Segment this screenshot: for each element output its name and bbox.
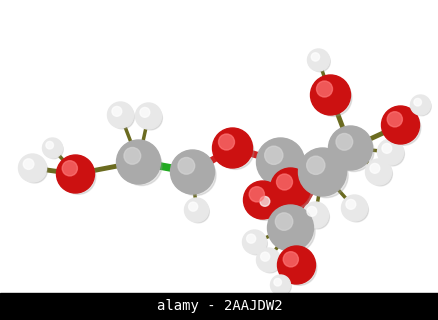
- Circle shape: [243, 181, 281, 219]
- Circle shape: [380, 142, 403, 166]
- Circle shape: [328, 126, 372, 170]
- Circle shape: [335, 133, 352, 150]
- Circle shape: [140, 108, 149, 117]
- Circle shape: [365, 159, 391, 185]
- Bar: [0, 293, 438, 320]
- Circle shape: [410, 95, 430, 115]
- Circle shape: [306, 156, 324, 174]
- Circle shape: [256, 248, 280, 272]
- Circle shape: [188, 202, 197, 211]
- Circle shape: [385, 110, 420, 145]
- Circle shape: [309, 52, 329, 72]
- Circle shape: [275, 213, 292, 230]
- Circle shape: [298, 148, 346, 196]
- Circle shape: [369, 164, 379, 173]
- Circle shape: [259, 196, 269, 206]
- Circle shape: [310, 75, 350, 115]
- Circle shape: [281, 250, 316, 285]
- Circle shape: [46, 141, 53, 149]
- Circle shape: [246, 234, 255, 243]
- Circle shape: [260, 252, 269, 261]
- Circle shape: [272, 210, 314, 252]
- Circle shape: [184, 198, 208, 222]
- Circle shape: [277, 246, 315, 284]
- Circle shape: [21, 157, 47, 183]
- Circle shape: [138, 106, 162, 130]
- Circle shape: [386, 112, 402, 127]
- Circle shape: [259, 251, 281, 273]
- Circle shape: [302, 202, 328, 228]
- Circle shape: [23, 159, 34, 169]
- Circle shape: [270, 275, 290, 295]
- Circle shape: [242, 230, 266, 254]
- Circle shape: [341, 195, 367, 221]
- Circle shape: [247, 185, 282, 220]
- Circle shape: [311, 53, 319, 61]
- Circle shape: [177, 157, 194, 174]
- Circle shape: [273, 278, 281, 286]
- Circle shape: [256, 138, 304, 186]
- Circle shape: [42, 138, 62, 158]
- Circle shape: [212, 128, 252, 168]
- Circle shape: [314, 80, 351, 116]
- Circle shape: [121, 145, 162, 186]
- Circle shape: [412, 97, 430, 116]
- Circle shape: [217, 132, 253, 169]
- Circle shape: [170, 150, 214, 194]
- Circle shape: [112, 107, 121, 116]
- Circle shape: [249, 187, 264, 202]
- Circle shape: [57, 155, 94, 193]
- Circle shape: [62, 161, 77, 176]
- Circle shape: [270, 168, 310, 208]
- Circle shape: [261, 143, 305, 188]
- Circle shape: [255, 192, 281, 218]
- Circle shape: [305, 205, 328, 229]
- Circle shape: [116, 140, 160, 184]
- Circle shape: [306, 206, 316, 216]
- Text: alamy - 2AAJDW2: alamy - 2AAJDW2: [156, 300, 282, 313]
- Circle shape: [304, 154, 347, 198]
- Circle shape: [187, 201, 209, 223]
- Circle shape: [307, 49, 329, 71]
- Circle shape: [381, 143, 391, 153]
- Circle shape: [258, 195, 282, 219]
- Circle shape: [110, 105, 134, 129]
- Circle shape: [264, 146, 282, 164]
- Circle shape: [333, 131, 373, 172]
- Circle shape: [377, 139, 403, 165]
- Circle shape: [367, 162, 392, 186]
- Circle shape: [61, 159, 95, 194]
- Circle shape: [276, 174, 292, 190]
- Circle shape: [345, 199, 355, 209]
- Circle shape: [218, 134, 234, 150]
- Circle shape: [316, 81, 332, 97]
- Circle shape: [175, 155, 215, 196]
- Circle shape: [275, 172, 311, 209]
- Circle shape: [124, 148, 141, 164]
- Circle shape: [283, 252, 298, 267]
- Circle shape: [381, 106, 419, 144]
- Circle shape: [18, 154, 46, 182]
- Circle shape: [267, 205, 313, 251]
- Circle shape: [107, 102, 133, 128]
- Circle shape: [413, 98, 420, 106]
- Circle shape: [344, 198, 367, 222]
- Circle shape: [272, 277, 290, 296]
- Circle shape: [245, 233, 267, 255]
- Circle shape: [45, 140, 63, 159]
- Circle shape: [135, 103, 161, 129]
